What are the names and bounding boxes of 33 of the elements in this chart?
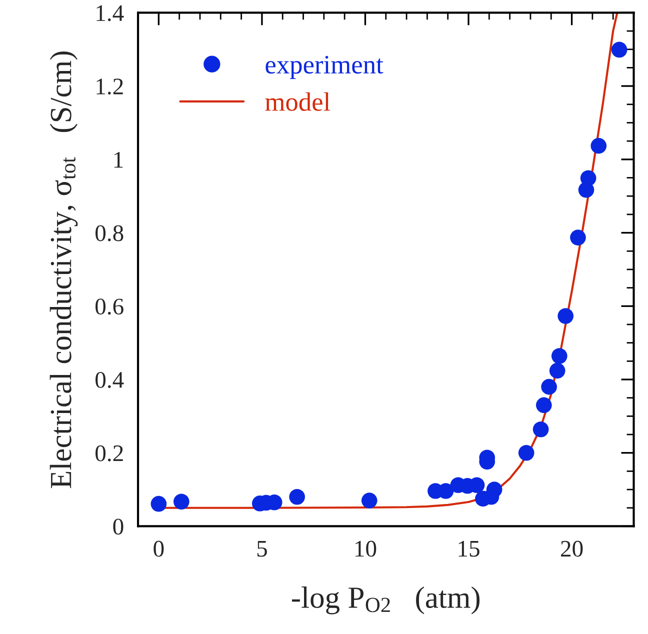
point <box>558 308 574 324</box>
point <box>549 362 566 379</box>
point <box>611 42 628 58</box>
text: -log P$_{O2}$ (atm) <box>292 586 480 614</box>
y-tick-label: 1.2 <box>96 78 123 95</box>
point <box>590 138 607 154</box>
point <box>150 496 167 512</box>
y-axis-title: Electrical conductivity, σ$_{tot}$ (S/cm) <box>50 52 78 488</box>
x-tick-label: 20 <box>561 540 583 557</box>
x-tick-label: 15 <box>458 540 480 557</box>
point <box>536 397 552 414</box>
x-tick-label: 5 <box>257 541 267 557</box>
y-tick-label: 0.4 <box>96 372 124 388</box>
point <box>541 378 557 395</box>
x-tick-label: 0 <box>154 540 164 557</box>
y-tick-label: 1.4 <box>96 5 124 22</box>
y-tick-label: 0.6 <box>96 298 124 315</box>
y-tick-label: 0.2 <box>96 445 123 462</box>
point <box>486 482 502 498</box>
point <box>570 230 586 246</box>
point <box>518 444 534 461</box>
legend-label: experiment <box>266 56 384 79</box>
point <box>532 421 549 438</box>
point <box>580 170 596 186</box>
point <box>289 488 305 505</box>
point <box>173 494 190 510</box>
legend-label: model <box>265 92 330 111</box>
point <box>551 348 568 364</box>
y-tick-label: 1 <box>114 152 123 168</box>
x-tick-label: 10 <box>356 540 376 557</box>
y-tick-label: 0 <box>113 518 124 535</box>
point <box>361 492 378 508</box>
y-tick-label: 0.8 <box>96 225 124 242</box>
